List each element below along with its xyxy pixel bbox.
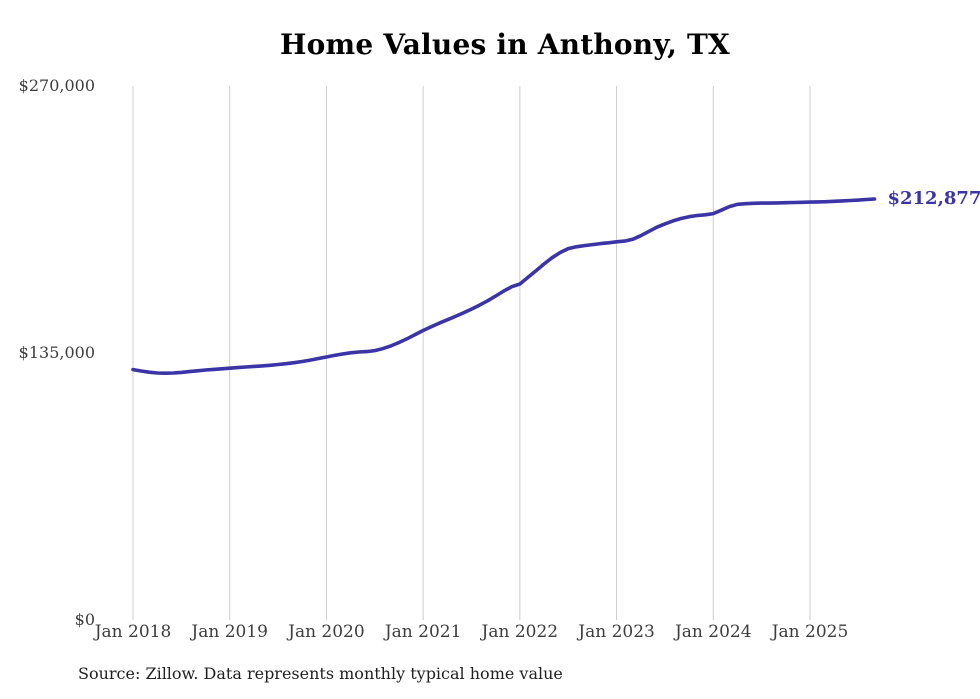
y-axis-tick-label: $0 — [74, 610, 95, 629]
x-axis-tick-label: Jan 2018 — [94, 622, 172, 642]
x-axis-tick-label: Jan 2024 — [674, 622, 752, 642]
x-axis-tick-label: Jan 2025 — [771, 622, 849, 642]
x-axis-tick-label: Jan 2020 — [288, 622, 365, 642]
home-value-line — [131, 197, 877, 376]
source-note: Source: Zillow. Data represents monthly … — [78, 664, 563, 683]
x-axis-tick-label: Jan 2022 — [481, 622, 559, 642]
gridlines — [132, 86, 811, 620]
latest-value-label: $212,877 — [887, 187, 980, 209]
x-axis-tick-label: Jan 2023 — [578, 622, 655, 642]
x-axis-tick-label: Jan 2021 — [384, 622, 462, 642]
y-axis-tick-label: $270,000 — [18, 76, 95, 95]
x-axis-tick-label: Jan 2019 — [191, 622, 268, 642]
y-axis-tick-label: $135,000 — [18, 343, 95, 362]
chart-title: Home Values in Anthony, TX — [280, 28, 730, 61]
